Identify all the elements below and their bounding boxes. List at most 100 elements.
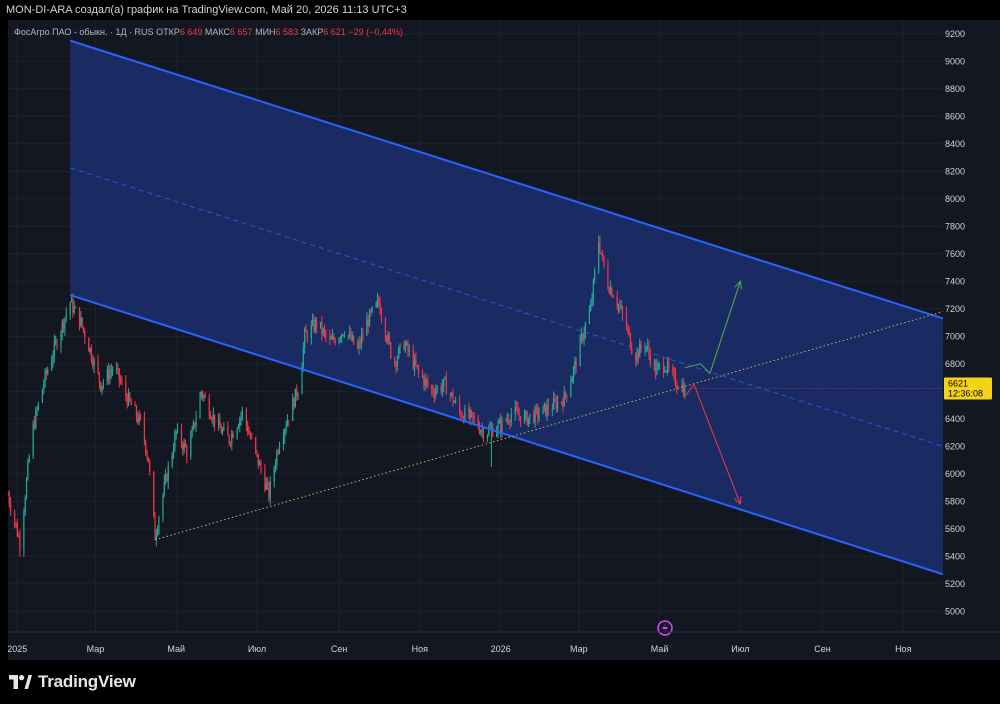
candle-body [371, 307, 373, 312]
plot-area[interactable]: 5000520054005600580060006200640066006800… [8, 20, 1000, 660]
candle-body [636, 351, 638, 362]
candle-body [301, 366, 303, 395]
candle-body [183, 442, 185, 450]
x-tick-label: Ноя [412, 644, 429, 654]
candle-body [607, 266, 609, 289]
candle-body [543, 403, 545, 406]
candle-body [441, 386, 443, 392]
y-tick-label: 7000 [945, 331, 965, 341]
candle-body [269, 481, 271, 499]
candle-body [93, 359, 95, 367]
candle-body [259, 462, 261, 466]
candle-body [468, 408, 470, 418]
candle-body [52, 356, 54, 361]
candle-body [171, 454, 173, 466]
candle-body [191, 429, 193, 437]
legend-close-label: ЗАКР [300, 27, 324, 37]
candle-body [628, 329, 630, 334]
candle-body [293, 398, 295, 408]
candle-body [8, 494, 9, 496]
tradingview-logo-icon [9, 675, 32, 689]
x-tick-label: 2025 [8, 644, 27, 654]
candle-body [538, 414, 540, 418]
x-tick-label: Май [167, 644, 185, 654]
candle-body [334, 339, 336, 344]
candle-body [557, 401, 559, 409]
candle-body [208, 397, 210, 417]
candle-body [264, 469, 266, 490]
y-tick-label: 6400 [945, 414, 965, 424]
candle-body [36, 409, 38, 411]
y-tick-label: 8000 [945, 194, 965, 204]
candle-body [353, 335, 355, 345]
candle-body [525, 411, 527, 415]
candle-body [505, 419, 507, 421]
candle-body [81, 317, 83, 327]
candle-body [655, 362, 657, 375]
candle-body [427, 380, 429, 386]
candle-body [331, 336, 334, 340]
candle-body [625, 313, 628, 328]
candle-body [594, 270, 596, 280]
candle-body [240, 415, 242, 419]
candle-body [537, 408, 539, 418]
candle-body [399, 343, 401, 348]
candle-body [379, 302, 381, 314]
legend-open-label: ОТКР [156, 27, 180, 37]
y-axis: 5000520054005600580060006200640066006800… [945, 29, 965, 617]
tradingview-logo[interactable]: TradingView [8, 672, 136, 692]
candle-body [423, 377, 425, 386]
candle-body [288, 420, 290, 422]
chart-svg[interactable]: 5000520054005600580060006200640066006800… [8, 20, 1000, 660]
candle-body [88, 338, 90, 352]
candle-body [582, 334, 584, 340]
candle-body [406, 342, 408, 345]
candle-body [508, 419, 510, 422]
flash-icon-bolt [662, 623, 668, 633]
candle-body [341, 334, 343, 339]
candle-body [251, 437, 253, 439]
candle-body [248, 432, 250, 435]
candle-body [228, 435, 230, 444]
channel-lower-line [69, 294, 944, 576]
candle-body [496, 431, 498, 437]
candle-body [53, 341, 55, 357]
candle-body [440, 386, 442, 392]
x-tick-label: Ноя [895, 644, 912, 654]
candle-body [572, 367, 575, 378]
candle-body [302, 347, 304, 367]
candle-body [313, 320, 315, 331]
candle-body [445, 377, 447, 395]
candle-body [534, 407, 536, 423]
candle-body [203, 396, 205, 398]
candle-body [366, 319, 368, 336]
candle-body [452, 393, 454, 403]
candle-body [349, 332, 351, 336]
candle-body [481, 429, 483, 431]
candle-body [640, 343, 642, 349]
candle-body [453, 402, 455, 403]
candle-body [192, 422, 195, 430]
candle-body [73, 307, 75, 313]
candle-body [174, 434, 176, 450]
candle-body [684, 388, 686, 395]
candle-body [146, 452, 148, 457]
candle-body [415, 358, 417, 366]
candle-body [138, 414, 140, 423]
candle-body [384, 318, 387, 337]
candle-body [498, 420, 500, 424]
candle-body [416, 365, 418, 367]
candle-body [186, 446, 188, 457]
candle-body [359, 341, 361, 345]
candle-body [611, 287, 613, 297]
candle-body [571, 377, 573, 383]
candles [8, 235, 686, 557]
candle-body [664, 370, 666, 373]
candle-body [600, 252, 602, 255]
candle-body [241, 409, 244, 416]
candle-body [492, 427, 494, 437]
projection-down-arrow [684, 383, 741, 505]
y-tick-label: 5200 [945, 579, 965, 589]
candle-body [239, 418, 241, 427]
candle-body [620, 307, 622, 309]
